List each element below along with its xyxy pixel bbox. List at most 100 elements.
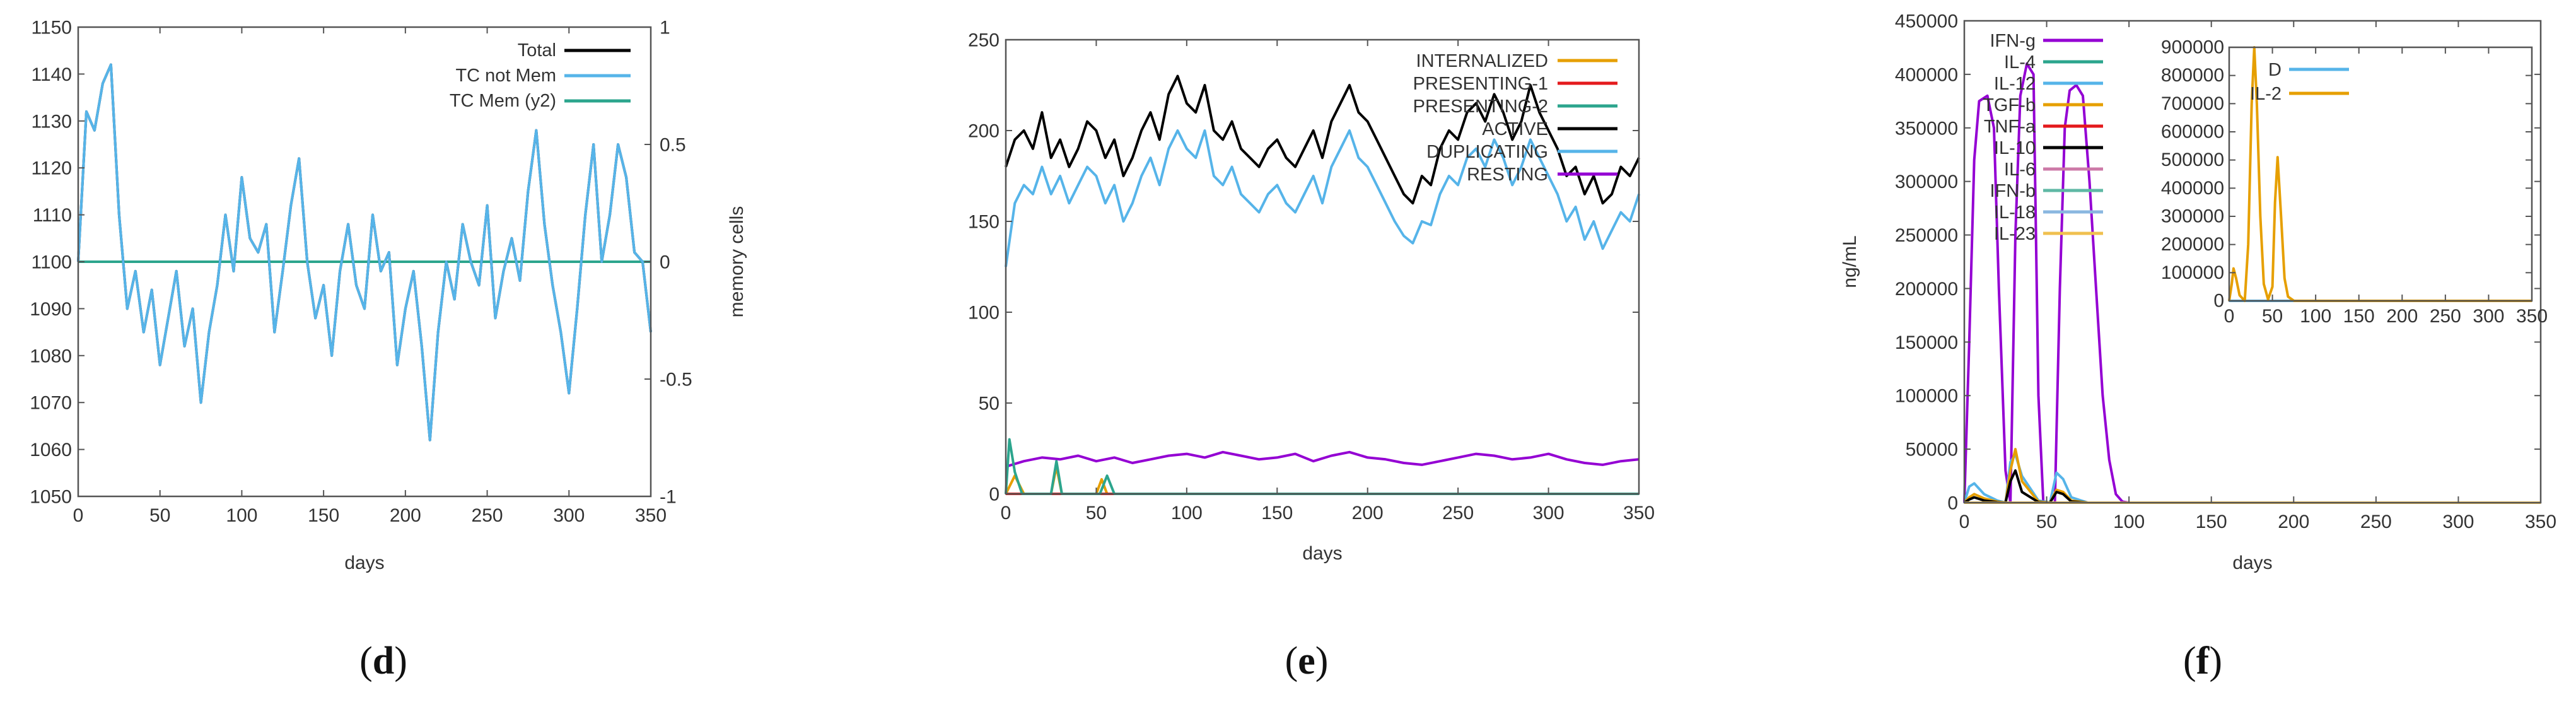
x-tick-label: 300 [1533,503,1565,524]
y-tick-label: 1120 [31,158,72,179]
legend-label: DUPLICATING [1426,142,1548,162]
y-tick-label: 1130 [31,111,72,132]
x-tick-label: 50 [149,505,170,526]
y-tick-label: 350000 [1895,118,1958,139]
y-tick-label: 150000 [1895,332,1958,353]
panel-f-legend: IFN-gIL-4IL-12TGF-bTNF-aIL-10IL-6IFN-bIL… [1983,31,2103,244]
legend-label: IFN-g [1990,31,2036,51]
y-tick-label: 1070 [30,393,72,414]
legend-label: PRESENTING-2 [1413,97,1548,117]
series-line-il-12 [1963,453,2541,504]
y-tick-label: 600000 [2161,121,2224,142]
legend-label: D [2268,60,2282,80]
series-line-total [77,63,652,442]
x-tick-label: 0 [73,505,84,526]
legend-label: IL-2 [2250,84,2282,104]
y-tick-label: 1150 [31,18,72,38]
y-tick-label: 1080 [30,346,72,366]
legend-label: IL-10 [1994,138,2036,158]
y-tick-label: 300000 [1895,172,1958,192]
y-tick-label: 400000 [2161,178,2224,199]
x-tick-label: 250 [1442,503,1474,524]
panel-f-frame [1963,20,2542,504]
legend-label: PRESENTING-1 [1413,74,1548,94]
x-tick-label: 250 [472,505,503,526]
y-tick-label: 50 [979,394,1000,414]
panel-f-inset-frame [2228,46,2533,302]
y-tick-label: 250 [968,30,1000,51]
panel-f-inset-legend: D IL-2 [2250,60,2349,104]
legend-label: IL-18 [1994,202,2036,223]
panel-f-caption: (f) [2183,640,2222,682]
legend-label: IL-12 [1994,74,2036,94]
legend-label: IL-23 [1994,224,2036,244]
x-tick-label: 250 [2360,512,2392,532]
y2-tick-label: -1 [660,487,677,508]
y-tick-label: 300000 [2161,206,2224,226]
x-tick-label: 50 [2036,512,2057,532]
legend-label: TC not Mem [455,66,556,86]
legend-label: INTERNALIZED [1416,51,1548,71]
x-tick-label: 150 [2196,512,2227,532]
series-line-duplicating [1005,129,1640,267]
panel-d: 0 50 100 150 200 250 300 350 1050 1060 1070 1080 109… [30,18,747,683]
y2-tick-label: -0.5 [660,370,692,390]
y-tick-label: 1090 [30,299,72,320]
series-line-il-2 [2228,46,2532,302]
y-tick-label: 1050 [30,487,72,508]
x-tick-label: 200 [2386,306,2418,327]
y-tick-label: 200 [968,121,1000,142]
y-tick-label: 100000 [1895,386,1958,407]
x-tick-label: 300 [553,505,585,526]
legend-label: RESTING [1467,165,1548,185]
x-tick-label: 300 [2442,512,2474,532]
panel-e-legend: INTERNALIZED PRESENTING-1 PRESENTING-2ACTI… [1413,51,1617,185]
panel-f-x-axis-label: days [2232,553,2272,573]
y-tick-label: 800000 [2161,65,2224,86]
y-tick-label: 400000 [1895,64,1958,85]
y-tick-label: 200000 [2161,234,2224,255]
x-tick-label: 50 [2262,306,2283,327]
y-tick-label: 150 [968,212,1000,233]
x-tick-label: 50 [1086,503,1107,524]
y-tick-label: 200000 [1895,279,1958,300]
y-tick-label: 100 [968,303,1000,324]
y2-tick-label: 1 [660,18,670,38]
x-tick-label: 100 [226,505,257,526]
series-line-presenting-2 [1005,438,1639,495]
y-tick-label: 1100 [31,252,72,273]
x-tick-label: 0 [1001,503,1011,524]
panel-e-caption: (e) [1285,640,1329,682]
x-tick-label: 200 [390,505,421,526]
y-tick-label: 50000 [1906,440,1958,460]
y-tick-label: 100000 [2161,262,2224,283]
x-tick-label: 200 [1352,503,1384,524]
y-tick-label: 450000 [1895,11,1958,32]
panel-d-legend: Total TC not Mem TC Mem (y2) [450,40,631,111]
legend-label: ACTIVE [1482,119,1548,139]
x-tick-label: 150 [1261,503,1293,524]
x-tick-label: 350 [1623,503,1655,524]
panel-e-frame [1005,38,1640,495]
x-tick-label: 150 [2343,306,2375,327]
panel-e-x-axis-label: days [1302,543,1342,564]
series-line-resting [1005,450,1640,468]
y-tick-label: 1140 [31,64,72,85]
x-tick-label: 0 [1959,512,1970,532]
y-tick-label: 0 [2213,290,2224,311]
x-tick-label: 350 [635,505,667,526]
y-tick-label: 250000 [1895,225,1958,246]
y-tick-label: 900000 [2161,37,2224,57]
x-tick-label: 100 [1171,503,1203,524]
legend-label: TGF-b [1983,95,2036,115]
panel-f-inset: 0 50 100 150 200 250 300 350 0 100000 200000 300000… [2161,37,2548,327]
y-tick-label: 700000 [2161,93,2224,114]
legend-label: TC Mem (y2) [450,91,556,111]
y-tick-label: 1110 [33,205,72,226]
y-tick-label: 1060 [30,440,72,460]
x-tick-label: 350 [2516,306,2548,327]
panel-e: 0 50 100 150 200 250 300 350 0 50 100 150 200 250 INT… [968,30,1655,683]
y2-tick-label: 0 [660,252,670,273]
panel-f-y-axis-label: ng/mL [1839,235,1860,288]
